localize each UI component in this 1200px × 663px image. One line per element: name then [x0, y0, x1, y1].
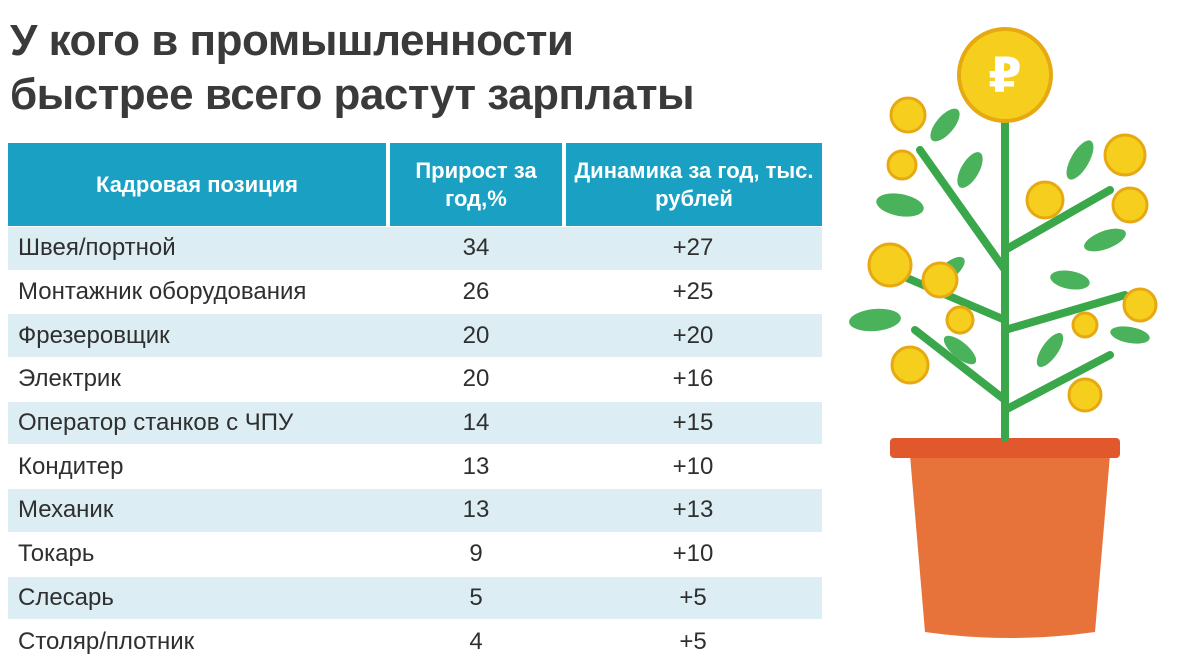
- table-header-row: Кадровая позиция Прирост за год,% Динами…: [8, 143, 822, 227]
- cell-position: Слесарь: [8, 575, 388, 620]
- cell-dynamics: +20: [564, 313, 822, 358]
- cell-growth: 34: [388, 226, 564, 271]
- cell-dynamics: +15: [564, 400, 822, 445]
- table-row: Токарь 9 +10: [8, 531, 822, 576]
- cell-growth: 4: [388, 619, 564, 663]
- cell-dynamics: +27: [564, 226, 822, 271]
- table-body: Швея/портной 34 +27 Монтажник оборудования 2…: [8, 226, 822, 663]
- cell-growth: 13: [388, 444, 564, 489]
- cell-growth: 26: [388, 269, 564, 314]
- cell-position: Фрезеровщик: [8, 313, 388, 358]
- cell-dynamics: +5: [564, 575, 822, 620]
- table-row: Электрик 20 +16: [8, 357, 822, 402]
- table-row: Механик 13 +13: [8, 488, 822, 533]
- page-title-line-1: У кого в промышленности: [10, 16, 574, 65]
- tree-stems: [896, 106, 1129, 442]
- table-row: Слесарь 5 +5: [8, 575, 822, 620]
- header-dynamics: Динамика за год, тыс. рублей: [564, 143, 822, 227]
- table-row: Монтажник оборудования 26 +25: [8, 269, 822, 314]
- cell-dynamics: +5: [564, 619, 822, 663]
- cell-position: Токарь: [8, 531, 388, 576]
- cell-position: Электрик: [8, 357, 388, 402]
- cell-position: Монтажник оборудования: [8, 269, 388, 314]
- table-row: Кондитер 13 +10: [8, 444, 822, 489]
- tree-leaves: [849, 108, 1150, 368]
- cell-position: Механик: [8, 488, 388, 533]
- cell-growth: 5: [388, 575, 564, 620]
- cell-dynamics: +13: [564, 488, 822, 533]
- cell-growth: 14: [388, 400, 564, 445]
- table-row: Столяр/плотник 4 +5: [8, 619, 822, 663]
- cell-dynamics: +16: [564, 357, 822, 402]
- money-tree-icon: ₽: [849, 27, 1158, 638]
- header-growth: Прирост за год,%: [388, 143, 566, 227]
- cell-growth: 9: [388, 531, 564, 576]
- table-row: Оператор станков с ЧПУ 14 +15: [8, 400, 822, 445]
- cell-dynamics: +10: [564, 531, 822, 576]
- cell-dynamics: +10: [564, 444, 822, 489]
- cell-position: Столяр/плотник: [8, 619, 388, 663]
- salary-growth-table: Кадровая позиция Прирост за год,% Динами…: [8, 143, 822, 663]
- page-title-line-2: быстрее всего растут зарплаты: [10, 70, 695, 119]
- cell-dynamics: +25: [564, 269, 822, 314]
- cell-growth: 13: [388, 488, 564, 533]
- header-position: Кадровая позиция: [8, 143, 390, 227]
- cell-position: Кондитер: [8, 444, 388, 489]
- coins: ₽: [867, 27, 1158, 413]
- cell-position: Швея/портной: [8, 226, 388, 271]
- table-row: Фрезеровщик 20 +20: [8, 313, 822, 358]
- pot: [890, 438, 1120, 638]
- svg-text:₽: ₽: [988, 48, 1021, 104]
- cell-position: Оператор станков с ЧПУ: [8, 400, 388, 445]
- cell-growth: 20: [388, 357, 564, 402]
- coin-large: ₽: [957, 27, 1053, 123]
- page-title: У кого в промышленности быстрее всего ра…: [10, 14, 810, 122]
- cell-growth: 20: [388, 313, 564, 358]
- table-row: Швея/портной 34 +27: [8, 226, 822, 271]
